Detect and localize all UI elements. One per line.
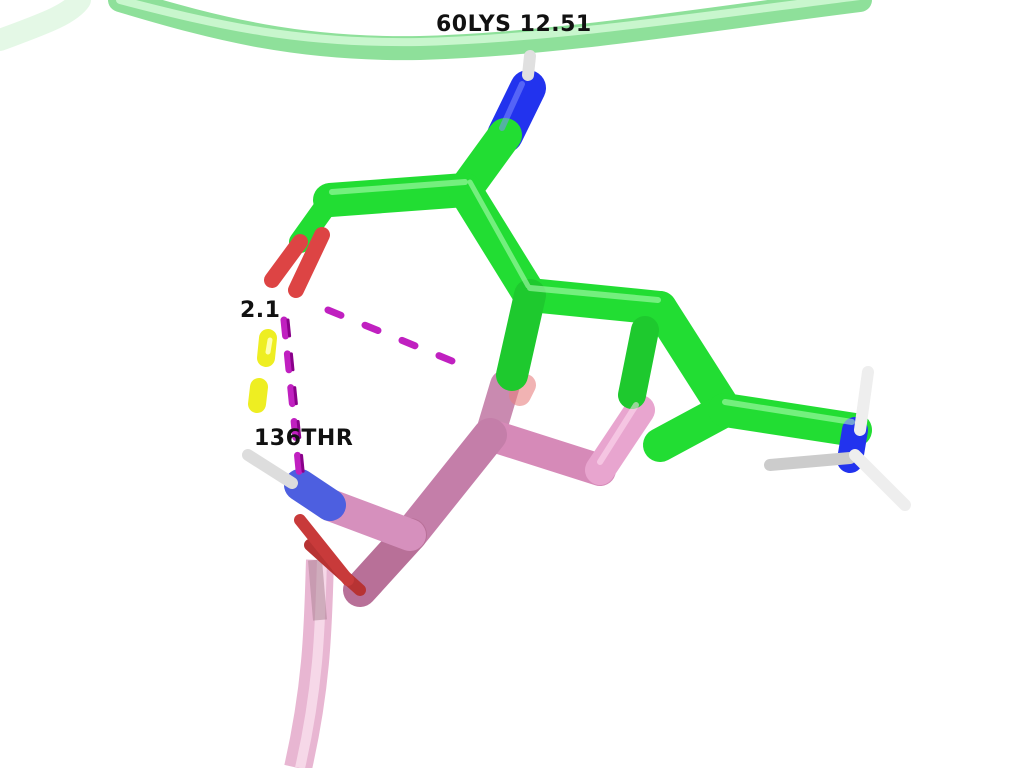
residue-label-lys: 60LYS 12.51: [436, 12, 592, 37]
backbone-ribbon-thr: [284, 559, 334, 768]
distance-marker: [248, 329, 277, 413]
distance-label: 2.1: [240, 298, 281, 323]
hydrogen-bond-dashes: [280, 306, 478, 484]
residue-label-thr: 136THR: [254, 426, 354, 451]
residue-thr-sticks: [242, 370, 655, 607]
stick-highlights: [329, 81, 855, 465]
backbone-ribbon-lys: [0, 0, 872, 61]
residue-lys-sticks: [264, 50, 911, 511]
